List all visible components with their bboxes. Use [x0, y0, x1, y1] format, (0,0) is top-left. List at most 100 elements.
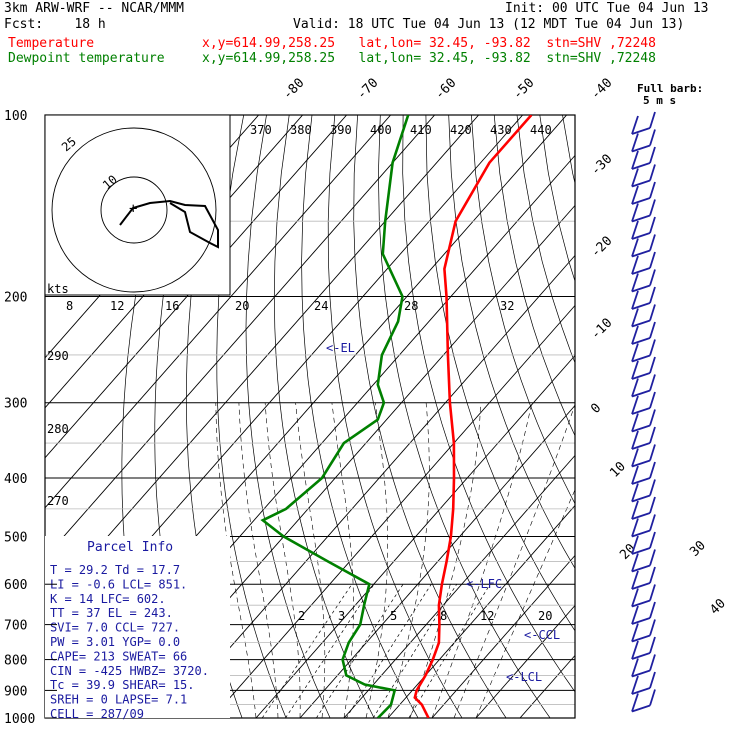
- pressure-label: 500: [4, 530, 27, 545]
- theta-label: 390: [330, 123, 352, 137]
- wind-barb: [631, 601, 656, 625]
- mixing-ratio-label: 32: [500, 299, 514, 313]
- isotherm-line: [45, 115, 435, 559]
- dry-adiabat-line: [585, 115, 740, 718]
- wind-barb: [631, 391, 656, 415]
- hodograph-ring-inner: [100, 176, 168, 244]
- temperature-location-info: x,y=614.99,258.25 lat,lon= 32.45, -93.82…: [202, 36, 656, 51]
- forecast-hour: Fcst: 18 h: [4, 17, 106, 32]
- full-barb-label: Full barb:: [637, 82, 703, 95]
- pressure-label: 200: [4, 291, 27, 306]
- pressure-label: 800: [4, 654, 27, 669]
- pressure-label: 100: [4, 109, 27, 124]
- wind-barb: [631, 374, 656, 398]
- temperature-scale-label: -20: [588, 234, 615, 261]
- dry-adiabat-line: [327, 115, 463, 718]
- dry-adiabat-line: [539, 115, 575, 283]
- wind-barb: [631, 269, 656, 293]
- theta-label: 270: [47, 494, 69, 508]
- parcel-row: TT = 37 EL = 243.: [50, 606, 173, 620]
- parcel-marker: <-LFC: [466, 577, 502, 591]
- wind-barb: [631, 321, 656, 345]
- dry-adiabat-line: [608, 115, 740, 718]
- parcel-row: SVI= 7.0 CCL= 727.: [50, 621, 180, 635]
- moist-adiabat-line: [264, 402, 301, 718]
- mixing-ratio-label: 3: [338, 609, 345, 623]
- mixing-ratio-label: 8: [440, 609, 447, 623]
- isotherm-line: [387, 504, 575, 718]
- mixing-ratio-label: 16: [165, 299, 179, 313]
- moist-adiabat-line: [295, 402, 326, 718]
- dry-adiabat-line: [245, 115, 331, 718]
- temperature-scale-label: 0: [588, 401, 604, 417]
- mixing-ratio-label: 20: [235, 299, 249, 313]
- temperature-scale-label: -80: [280, 76, 307, 103]
- wind-barb: [631, 286, 656, 310]
- parcel-row: T = 29.2 Td = 17.7: [50, 563, 180, 577]
- wind-barb: [631, 584, 656, 608]
- dewpoint-location-info: x,y=614.99,258.25 lat,lon= 32.45, -93.82…: [202, 51, 656, 66]
- mixing-ratio-line: [285, 584, 375, 718]
- dry-adiabat-line: [353, 115, 507, 718]
- isotherm-line: [45, 115, 391, 509]
- full-barb-unit: 5 m s: [643, 94, 676, 107]
- dry-adiabat-line: [676, 115, 740, 718]
- parcel-marker: <-EL: [326, 341, 355, 355]
- temperature-scale-label: -40: [588, 76, 615, 103]
- wind-barbs: Full barb:5 m s: [631, 82, 703, 713]
- isotherm-line: [431, 554, 575, 718]
- mixing-ratio-label: 5: [390, 609, 397, 623]
- mixing-ratio-label: 12: [480, 609, 494, 623]
- isotherm-line: [299, 404, 575, 718]
- theta-label: 440: [530, 123, 552, 137]
- parcel-title: Parcel Info: [87, 540, 173, 555]
- wind-barb: [631, 566, 656, 590]
- wind-barb: [631, 164, 656, 188]
- wind-barb: [631, 671, 656, 695]
- parcel-row: SREH = 0 LAPSE= 7.1: [50, 693, 187, 707]
- temperature-scale-label: 30: [687, 538, 709, 560]
- dewpoint-legend-label: Dewpoint temperature: [8, 51, 165, 66]
- pressure-label: 400: [4, 472, 27, 487]
- parcel-marker: <-CCL: [524, 628, 560, 642]
- temperature-scale-label: -70: [354, 76, 381, 103]
- theta-label: 380: [290, 123, 312, 137]
- mixing-ratio-label: 28: [404, 299, 418, 313]
- wind-barb: [631, 496, 656, 520]
- temperature-scale-label: 10: [607, 459, 629, 481]
- wind-barb: [631, 689, 656, 713]
- pressure-label: 900: [4, 684, 27, 699]
- pressure-label: 700: [4, 619, 27, 634]
- dewpoint-profile: [260, 115, 410, 718]
- parcel-info-box: Parcel Info T = 29.2 Td = 17.7LI = -0.6 L…: [45, 536, 230, 721]
- wind-barb: [631, 356, 656, 380]
- wind-barb: [631, 199, 656, 223]
- wind-barb: [631, 234, 656, 258]
- parcel-markers: <-EL <-LFC <-CCL <-LCL: [326, 341, 560, 684]
- model-title: 3km ARW-WRF -- NCAR/MMM: [4, 1, 185, 16]
- parcel-row: CELL = 287/09: [50, 707, 144, 721]
- dry-adiabat-line: [654, 115, 740, 718]
- parcel-row: Tc = 39.9 SHEAR= 15.: [50, 678, 195, 692]
- theta-label: 290: [47, 349, 69, 363]
- wind-barb: [631, 444, 656, 468]
- temperature-scale-label: 40: [707, 596, 729, 618]
- temperature-scale-label: -60: [432, 76, 459, 103]
- temperature-scale-label: -50: [510, 76, 537, 103]
- hodograph-speed-label: kts: [47, 282, 69, 296]
- init-time: Init: 00 UTC Tue 04 Jun 13: [505, 1, 709, 16]
- temperature-scale-label: -10: [588, 316, 615, 343]
- isotherm-line: [45, 115, 347, 459]
- isotherm-line: [255, 354, 575, 718]
- moist-adiabat-line: [409, 402, 481, 718]
- temperature-scale-label: -30: [588, 152, 615, 179]
- wind-barb: [631, 654, 656, 678]
- wind-barb: [631, 479, 656, 503]
- wind-barb: [631, 111, 656, 135]
- mixing-ratio-label: 24: [314, 299, 328, 313]
- wind-barb: [631, 181, 656, 205]
- temperature-legend-label: Temperature: [8, 36, 95, 51]
- mixing-ratio-line: [316, 584, 404, 718]
- mixing-ratio-label: 20: [538, 609, 552, 623]
